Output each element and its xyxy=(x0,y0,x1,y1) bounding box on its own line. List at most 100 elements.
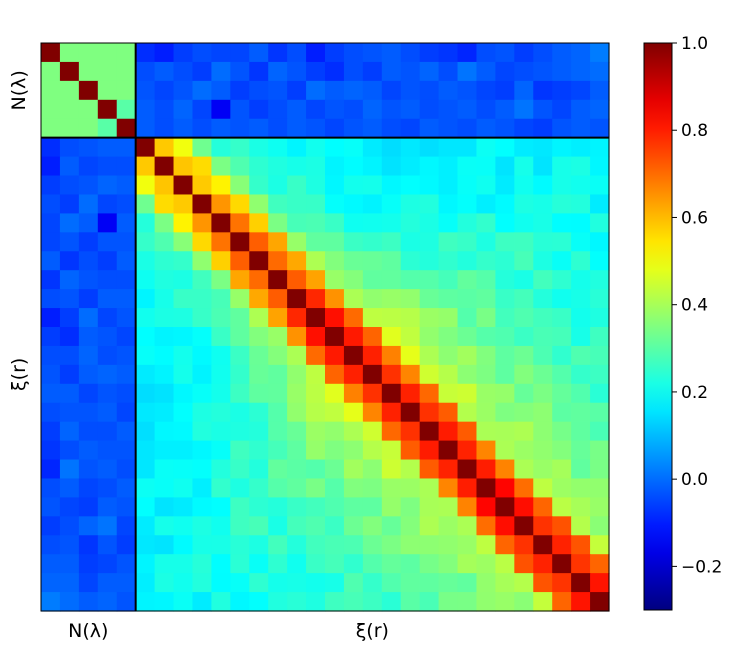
heatmap-cell xyxy=(154,137,175,158)
heatmap-cell xyxy=(457,232,478,252)
heatmap-cell xyxy=(533,137,553,158)
heatmap-cell xyxy=(514,459,534,480)
heatmap-cell xyxy=(154,573,175,593)
heatmap-cell xyxy=(306,421,326,442)
heatmap-cell xyxy=(571,327,591,347)
heatmap-cell xyxy=(211,137,231,158)
heatmap-cell xyxy=(287,516,307,536)
heatmap-cell xyxy=(571,194,591,214)
heatmap-cell xyxy=(571,232,591,252)
heatmap-cell xyxy=(192,402,212,423)
colorbar-tick-label: 0.8 xyxy=(681,121,708,141)
heatmap-cell xyxy=(514,345,534,366)
heatmap-cell xyxy=(438,327,459,347)
heatmap-cell xyxy=(457,137,478,158)
heatmap-cell xyxy=(154,345,175,366)
heatmap-cell xyxy=(192,251,212,271)
heatmap-cell xyxy=(343,440,364,461)
heatmap-cell xyxy=(268,270,288,290)
heatmap-cell xyxy=(495,554,515,574)
heatmap-cell xyxy=(287,175,307,196)
heatmap-cell xyxy=(533,43,553,63)
heatmap-cell xyxy=(514,289,534,309)
heatmap-cell xyxy=(343,459,364,480)
heatmap-cell xyxy=(457,592,478,612)
heatmap-cell xyxy=(41,194,61,214)
heatmap-cell xyxy=(457,251,478,271)
heatmap-cell xyxy=(419,573,440,593)
heatmap-cell xyxy=(287,213,307,233)
heatmap-cell xyxy=(268,345,288,366)
heatmap-cell xyxy=(381,592,402,612)
heatmap-cell xyxy=(287,80,307,101)
heatmap-cell xyxy=(59,592,80,612)
heatmap-cell xyxy=(343,308,364,328)
heatmap-cell xyxy=(192,213,212,233)
heatmap-cell xyxy=(116,137,137,158)
heatmap-cell xyxy=(495,327,515,347)
heatmap-cell xyxy=(41,137,61,158)
heatmap-cell xyxy=(325,194,345,214)
heatmap-cell xyxy=(457,327,478,347)
heatmap-cell xyxy=(268,137,288,158)
heatmap-cell xyxy=(173,402,194,423)
heatmap-cell xyxy=(135,459,156,480)
heatmap-cell xyxy=(211,213,231,233)
heatmap-cell xyxy=(135,592,156,612)
heatmap-cell xyxy=(381,175,402,196)
heatmap-cell xyxy=(268,194,288,214)
heatmap-cell xyxy=(400,459,421,480)
heatmap-cell xyxy=(400,327,421,347)
heatmap-cell xyxy=(495,61,515,82)
heatmap-cell xyxy=(41,478,61,498)
heatmap-cell xyxy=(571,402,591,423)
heatmap-cell xyxy=(552,289,572,309)
heatmap-cell xyxy=(154,592,175,612)
heatmap-cell xyxy=(306,99,326,120)
heatmap-cell xyxy=(287,402,307,423)
heatmap-cell xyxy=(400,213,421,233)
heatmap-cell xyxy=(135,118,156,139)
heatmap-cell xyxy=(476,459,496,480)
heatmap-cell xyxy=(381,213,402,233)
heatmap-cell xyxy=(400,175,421,196)
heatmap-cell xyxy=(59,535,80,555)
heatmap-cell xyxy=(59,364,80,385)
heatmap-cell xyxy=(457,289,478,309)
heatmap-cell xyxy=(590,156,610,177)
heatmap-cell xyxy=(173,43,194,63)
heatmap-cell xyxy=(419,554,440,574)
heatmap-cell xyxy=(438,99,459,120)
heatmap-cell xyxy=(590,232,610,252)
heatmap-cell xyxy=(211,80,231,101)
heatmap-cell xyxy=(381,497,402,517)
heatmap-cell xyxy=(419,156,440,177)
colorbar-tick-label: 0.2 xyxy=(681,383,708,403)
heatmap-cell xyxy=(362,383,383,404)
heatmap-cell xyxy=(268,156,288,177)
heatmap-cell xyxy=(571,516,591,536)
heatmap-cell xyxy=(438,516,459,536)
heatmap-cell xyxy=(533,459,553,480)
heatmap-cell xyxy=(362,440,383,461)
heatmap-cell xyxy=(154,175,175,196)
heatmap-cell xyxy=(97,459,118,480)
heatmap-cell xyxy=(59,61,80,82)
heatmap-cell xyxy=(438,364,459,385)
heatmap-cell xyxy=(533,402,553,423)
heatmap-cell xyxy=(590,99,610,120)
heatmap-cell xyxy=(495,535,515,555)
heatmap-cell xyxy=(325,232,345,252)
heatmap-cell xyxy=(325,440,345,461)
heatmap-cell xyxy=(78,156,99,177)
heatmap-cell xyxy=(438,554,459,574)
heatmap-cell xyxy=(268,554,288,574)
heatmap-cell xyxy=(457,459,478,480)
heatmap-cell xyxy=(211,43,231,63)
heatmap-cell xyxy=(287,43,307,63)
heatmap-cell xyxy=(230,156,250,177)
heatmap-cell xyxy=(495,592,515,612)
heatmap-cell xyxy=(268,421,288,442)
heatmap-cell xyxy=(571,61,591,82)
heatmap-cell xyxy=(173,383,194,404)
